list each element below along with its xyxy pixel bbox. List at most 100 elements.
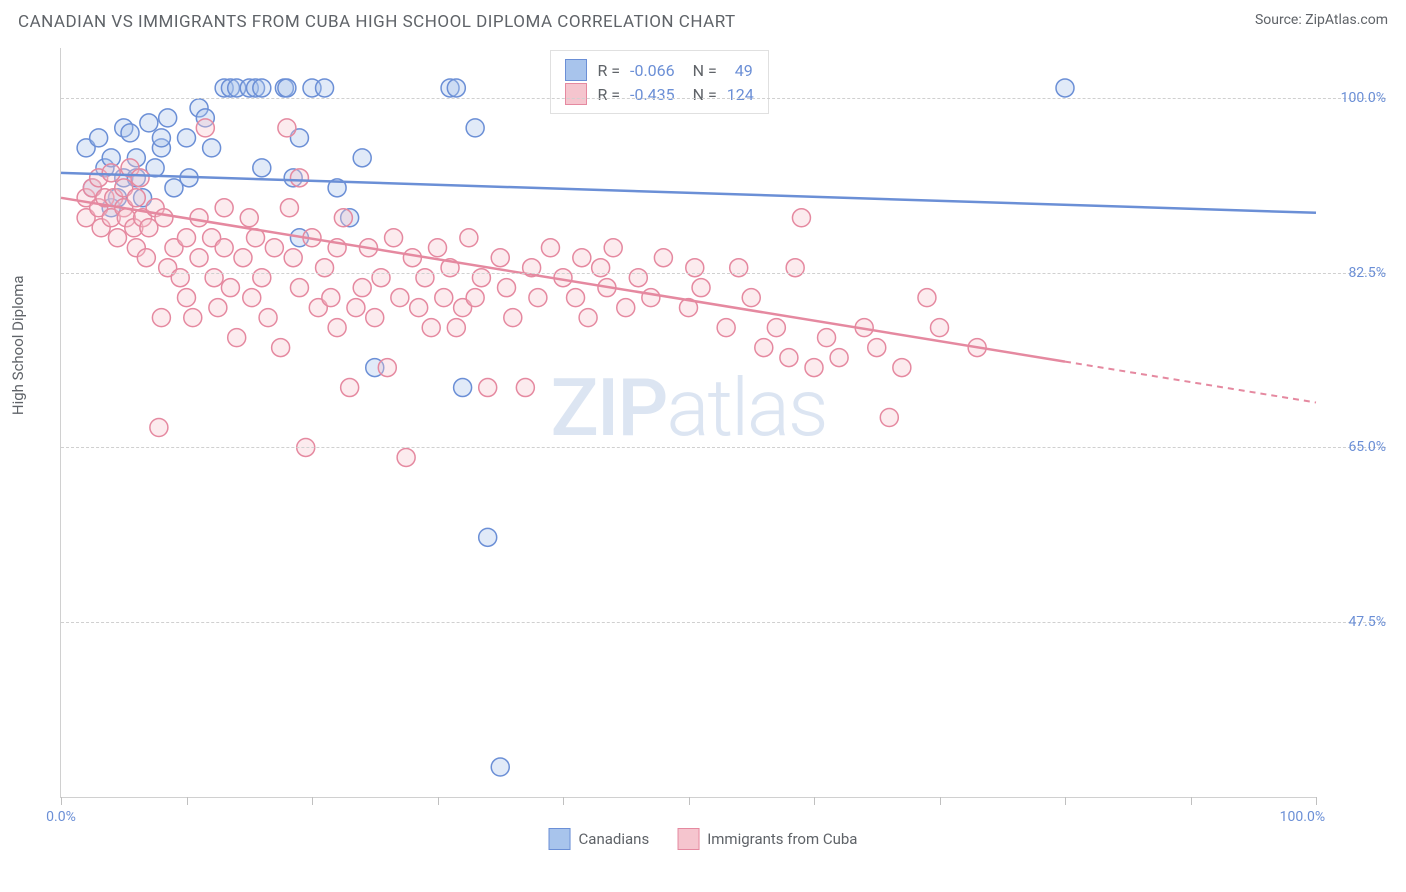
scatter-point[interactable] <box>228 329 246 347</box>
scatter-point[interactable] <box>108 229 126 247</box>
scatter-point[interactable] <box>391 289 409 307</box>
scatter-point[interactable] <box>159 109 177 127</box>
scatter-point[interactable] <box>334 209 352 227</box>
scatter-point[interactable] <box>460 229 478 247</box>
scatter-point[interactable] <box>629 269 647 287</box>
scatter-point[interactable] <box>403 249 421 267</box>
scatter-point[interactable] <box>240 209 258 227</box>
scatter-point[interactable] <box>435 289 453 307</box>
scatter-point[interactable] <box>259 309 277 327</box>
scatter-point[interactable] <box>316 79 334 97</box>
scatter-point[interactable] <box>686 259 704 277</box>
scatter-point[interactable] <box>90 129 108 147</box>
scatter-point[interactable] <box>121 124 139 142</box>
scatter-point[interactable] <box>102 164 120 182</box>
scatter-point[interactable] <box>1056 79 1074 97</box>
scatter-point[interactable] <box>818 329 836 347</box>
scatter-point[interactable] <box>422 319 440 337</box>
scatter-point[interactable] <box>780 349 798 367</box>
scatter-point[interactable] <box>322 289 340 307</box>
scatter-point[interactable] <box>868 339 886 357</box>
scatter-point[interactable] <box>290 169 308 187</box>
scatter-point[interactable] <box>573 249 591 267</box>
scatter-point[interactable] <box>140 114 158 132</box>
scatter-point[interactable] <box>347 299 365 317</box>
scatter-point[interactable] <box>410 299 428 317</box>
scatter-point[interactable] <box>385 229 403 247</box>
scatter-point[interactable] <box>378 359 396 377</box>
scatter-point[interactable] <box>498 279 516 297</box>
scatter-point[interactable] <box>215 199 233 217</box>
scatter-point[interactable] <box>243 289 261 307</box>
scatter-point[interactable] <box>466 289 484 307</box>
scatter-point[interactable] <box>196 119 214 137</box>
scatter-point[interactable] <box>290 279 308 297</box>
scatter-point[interactable] <box>280 199 298 217</box>
scatter-point[interactable] <box>786 259 804 277</box>
scatter-point[interactable] <box>178 289 196 307</box>
scatter-point[interactable] <box>617 299 635 317</box>
scatter-point[interactable] <box>372 269 390 287</box>
scatter-point[interactable] <box>792 209 810 227</box>
scatter-point[interactable] <box>205 269 223 287</box>
scatter-point[interactable] <box>416 269 434 287</box>
scatter-point[interactable] <box>504 309 522 327</box>
scatter-point[interactable] <box>171 269 189 287</box>
scatter-point[interactable] <box>190 209 208 227</box>
scatter-point[interactable] <box>730 259 748 277</box>
scatter-point[interactable] <box>328 319 346 337</box>
scatter-point[interactable] <box>880 409 898 427</box>
scatter-point[interactable] <box>284 249 302 267</box>
scatter-point[interactable] <box>692 279 710 297</box>
scatter-point[interactable] <box>278 79 296 97</box>
scatter-point[interactable] <box>447 79 465 97</box>
scatter-point[interactable] <box>215 239 233 257</box>
scatter-point[interactable] <box>454 379 472 397</box>
scatter-point[interactable] <box>755 339 773 357</box>
scatter-point[interactable] <box>137 249 155 267</box>
scatter-point[interactable] <box>221 279 239 297</box>
scatter-point[interactable] <box>397 448 415 466</box>
scatter-point[interactable] <box>717 319 735 337</box>
scatter-point[interactable] <box>353 279 371 297</box>
scatter-point[interactable] <box>654 249 672 267</box>
scatter-point[interactable] <box>131 169 149 187</box>
scatter-point[interactable] <box>178 229 196 247</box>
scatter-point[interactable] <box>203 139 221 157</box>
scatter-point[interactable] <box>830 349 848 367</box>
scatter-point[interactable] <box>209 299 227 317</box>
scatter-point[interactable] <box>341 379 359 397</box>
scatter-point[interactable] <box>366 309 384 327</box>
scatter-point[interactable] <box>579 309 597 327</box>
scatter-point[interactable] <box>479 528 497 546</box>
scatter-point[interactable] <box>190 249 208 267</box>
scatter-point[interactable] <box>253 79 271 97</box>
scatter-point[interactable] <box>234 249 252 267</box>
scatter-point[interactable] <box>479 379 497 397</box>
scatter-point[interactable] <box>516 379 534 397</box>
scatter-point[interactable] <box>150 418 168 436</box>
scatter-point[interactable] <box>472 269 490 287</box>
scatter-point[interactable] <box>642 289 660 307</box>
scatter-point[interactable] <box>604 239 622 257</box>
scatter-point[interactable] <box>278 119 296 137</box>
scatter-point[interactable] <box>152 129 170 147</box>
scatter-point[interactable] <box>529 289 547 307</box>
scatter-point[interactable] <box>253 159 271 177</box>
scatter-point[interactable] <box>447 319 465 337</box>
scatter-point[interactable] <box>592 259 610 277</box>
scatter-point[interactable] <box>184 309 202 327</box>
scatter-point[interactable] <box>272 339 290 357</box>
scatter-point[interactable] <box>742 289 760 307</box>
scatter-point[interactable] <box>353 149 371 167</box>
scatter-point[interactable] <box>931 319 949 337</box>
scatter-point[interactable] <box>178 129 196 147</box>
scatter-point[interactable] <box>265 239 283 257</box>
scatter-point[interactable] <box>466 119 484 137</box>
scatter-point[interactable] <box>127 189 145 207</box>
scatter-point[interactable] <box>918 289 936 307</box>
scatter-point[interactable] <box>152 309 170 327</box>
scatter-point[interactable] <box>767 319 785 337</box>
scatter-point[interactable] <box>491 249 509 267</box>
scatter-point[interactable] <box>567 289 585 307</box>
